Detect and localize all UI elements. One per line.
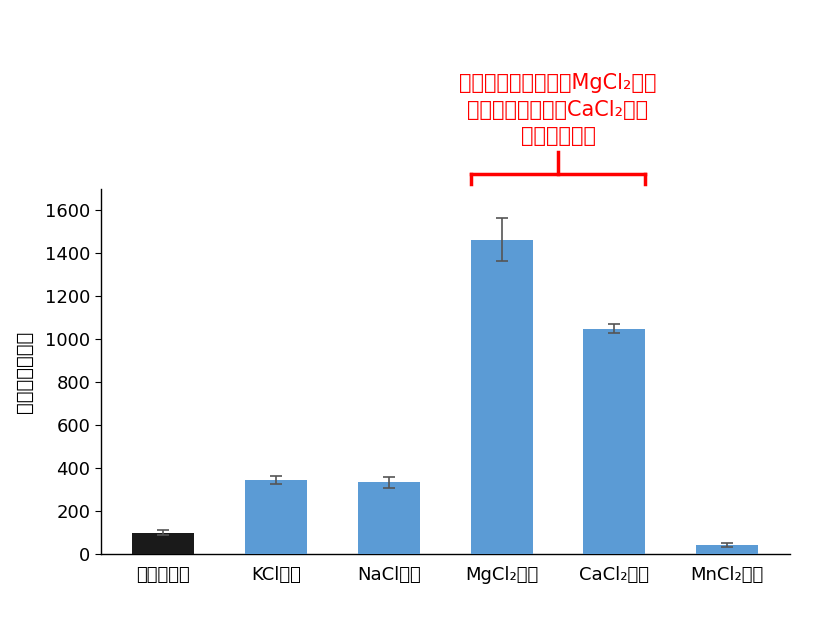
Y-axis label: 酵素活性（％）: 酵素活性（％） [15,331,34,413]
Bar [696,545,759,554]
Bar [245,480,307,554]
Bar [358,483,420,554]
Text: 塗化マグネシウム（MgCl₂）と
塗化カルシウム（CaCl₂）で
題著に活性化: 塗化マグネシウム（MgCl₂）と 塗化カルシウム（CaCl₂）で 題著に活性化 [459,73,657,146]
Bar [584,329,645,554]
Bar [470,239,533,554]
Bar [132,533,194,554]
